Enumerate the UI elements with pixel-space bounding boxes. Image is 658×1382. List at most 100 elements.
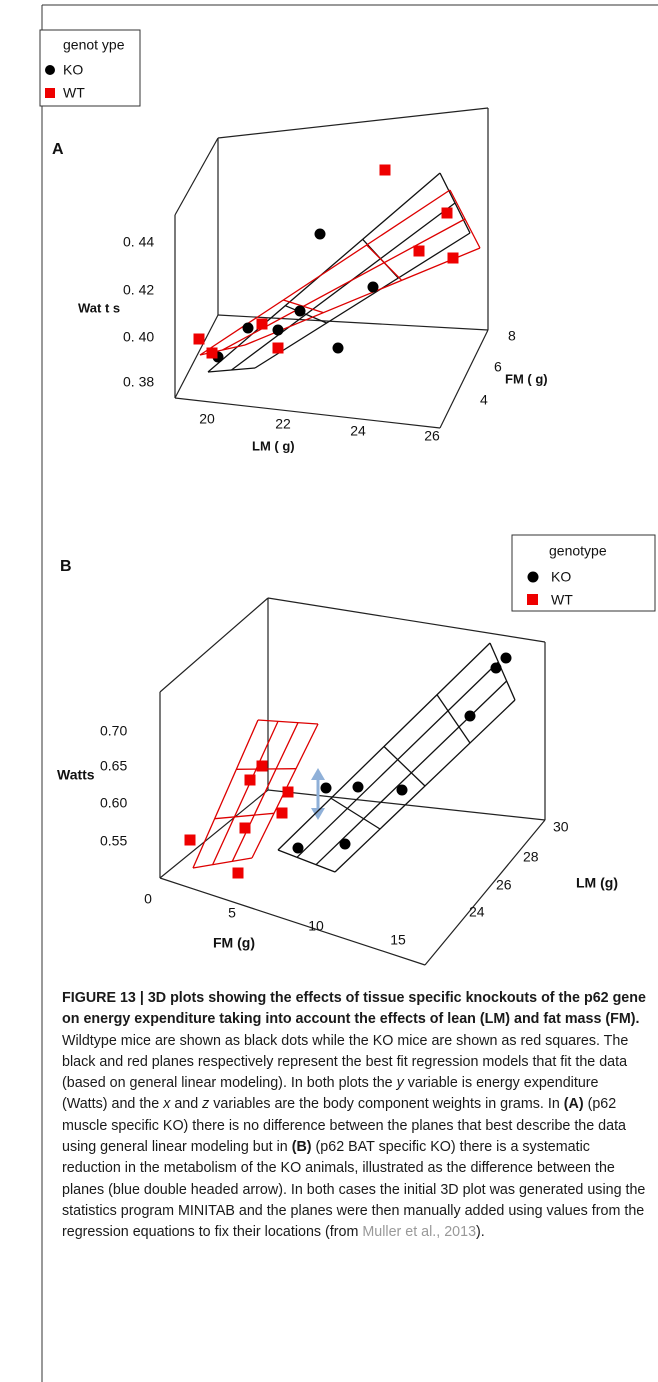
z-axis-title: FM ( g) <box>505 371 548 386</box>
plane-grid <box>334 699 516 873</box>
z-tick-label: 6 <box>494 359 502 375</box>
caption-text: (p62 BAT specific KO) there is a systema… <box>62 1139 646 1241</box>
wt-point <box>206 347 218 359</box>
ko-point <box>352 781 364 793</box>
ko-point <box>490 662 502 674</box>
legend-label: KO <box>63 62 83 78</box>
wt-point <box>244 774 256 786</box>
wt-point <box>276 807 288 819</box>
wt-point <box>441 207 453 219</box>
panel-label: A <box>52 141 64 158</box>
plane-grid <box>212 721 279 865</box>
x-tick-label: 5 <box>228 905 236 921</box>
x-tick-label: 0 <box>144 891 152 907</box>
legend-marker <box>45 65 55 75</box>
wt-point <box>184 834 196 846</box>
regression-planes <box>192 172 516 873</box>
ko-point <box>500 652 512 664</box>
z-tick-label: 24 <box>469 904 485 920</box>
legend-box <box>39 29 141 107</box>
plane-grid <box>383 746 426 787</box>
legend-marker <box>527 571 539 583</box>
caption-text: and <box>170 1096 203 1113</box>
plane-grid <box>489 642 516 701</box>
plane-grid <box>277 849 336 873</box>
x-tick-label: 20 <box>199 411 215 427</box>
ko-point <box>396 784 408 796</box>
panel-label: B <box>60 558 72 575</box>
plane-grid <box>254 232 471 369</box>
z-tick-label: 26 <box>496 877 512 893</box>
legend-marker <box>527 594 538 605</box>
difference-arrow <box>311 768 325 820</box>
wt-point <box>193 333 205 345</box>
wt-point <box>413 245 425 257</box>
ko-point <box>242 322 254 334</box>
y-tick-label: 0. 38 <box>123 374 154 390</box>
data-points <box>184 164 512 879</box>
plane-grid <box>257 719 319 725</box>
legend-marker <box>45 88 55 98</box>
x-tick-label: 24 <box>350 423 366 439</box>
citation-link[interactable]: Muller et al., 2013 <box>362 1224 477 1241</box>
ko-point <box>464 710 476 722</box>
caption: FIGURE 13 | 3D plots showing the effects… <box>62 988 646 1244</box>
legend-title: genotype <box>549 543 607 559</box>
plane-grid <box>296 661 499 858</box>
plane-grid <box>315 680 508 866</box>
plane-grid <box>436 694 471 744</box>
ko-point <box>332 342 344 354</box>
plane-grid <box>330 797 381 830</box>
x-tick-label: 10 <box>308 918 324 934</box>
z-tick-label: 4 <box>480 392 488 408</box>
plane-grid <box>199 189 451 356</box>
legend-title: genot ype <box>63 37 125 53</box>
y-tick-label: 0. 40 <box>123 329 154 345</box>
plane-grid <box>192 857 253 869</box>
plane-grid <box>214 812 275 820</box>
ko-point <box>320 782 332 794</box>
x-tick-label: 26 <box>424 428 440 444</box>
caption-text: variables are the body component weights… <box>209 1096 564 1113</box>
wt-point <box>272 342 284 354</box>
plane-grid <box>277 642 491 851</box>
caption-text: y <box>396 1075 404 1092</box>
y-tick-label: 0.65 <box>100 758 127 774</box>
caption-text: z <box>202 1096 210 1113</box>
caption-text: x <box>163 1096 171 1113</box>
x-tick-label: 15 <box>390 932 406 948</box>
plane-grid <box>231 202 456 371</box>
ko-point <box>367 281 379 293</box>
wt-point <box>447 252 459 264</box>
legend-label: KO <box>551 569 571 585</box>
wt-point <box>282 786 294 798</box>
y-tick-label: 0. 44 <box>123 234 154 250</box>
caption-text: ). <box>476 1224 485 1241</box>
z-tick-label: 28 <box>523 849 539 865</box>
plane-grid <box>231 722 299 862</box>
z-tick-label: 30 <box>553 819 569 835</box>
legend-label: WT <box>63 85 85 101</box>
wt-point <box>239 822 251 834</box>
x-tick-label: 22 <box>275 416 291 432</box>
caption-text: Wildtype mice are shown as black dots wh… <box>62 1032 629 1092</box>
x-axis-title: LM ( g) <box>252 438 295 453</box>
caption-text: (B) <box>291 1139 312 1156</box>
y-tick-label: 0. 42 <box>123 282 154 298</box>
wt-point <box>256 318 268 330</box>
plane-grid <box>222 218 466 351</box>
y-tick-label: 0.70 <box>100 723 127 739</box>
wt-point <box>232 867 244 879</box>
y-tick-label: 0.55 <box>100 833 127 849</box>
z-tick-label: 8 <box>508 328 516 344</box>
y-tick-label: 0.60 <box>100 795 127 811</box>
ko-point <box>272 324 284 336</box>
wt-point <box>379 164 391 176</box>
ko-point <box>339 838 351 850</box>
caption-text: (p62 muscle specific KO) there is no dif… <box>62 1096 626 1156</box>
caption-text: variable is energy expenditure (Watts) a… <box>62 1075 599 1113</box>
plot-box <box>174 107 489 429</box>
plane-grid <box>244 247 481 346</box>
